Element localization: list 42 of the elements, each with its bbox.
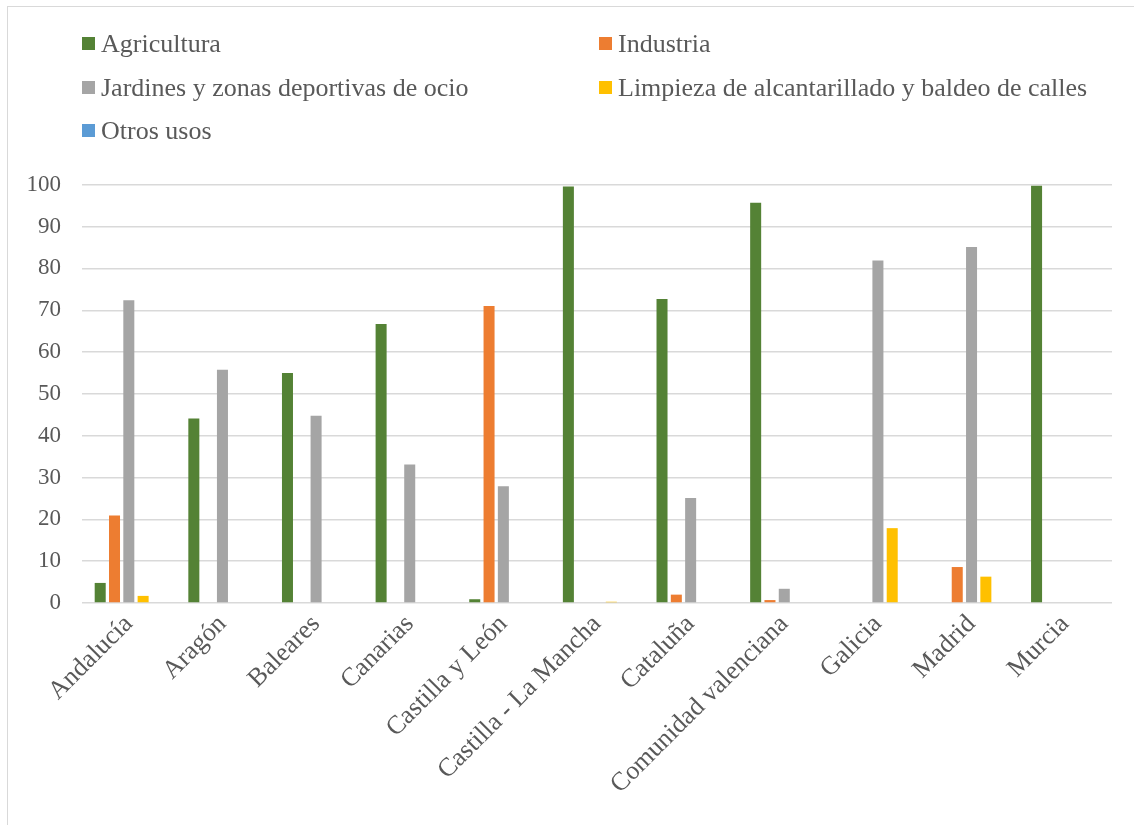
y-tick-label: 40 xyxy=(38,421,61,447)
y-tick-label: 30 xyxy=(38,463,61,489)
bar xyxy=(980,576,992,603)
y-tick-label: 80 xyxy=(38,254,61,280)
bar xyxy=(483,306,495,603)
y-tick-label: 70 xyxy=(38,296,61,322)
y-tick-label: 90 xyxy=(38,212,61,238)
bar xyxy=(216,369,228,603)
legend-label: Jardines y zonas deportivas de ocio xyxy=(101,71,469,104)
bar xyxy=(750,202,762,603)
y-tick-label: 0 xyxy=(49,589,61,615)
bar xyxy=(778,588,790,603)
y-tick-label: 20 xyxy=(38,505,61,531)
legend-label: Otros usos xyxy=(101,115,212,147)
bar xyxy=(764,600,776,603)
bar xyxy=(670,594,682,603)
bar xyxy=(188,418,200,603)
bar xyxy=(310,415,322,603)
bar xyxy=(137,595,149,603)
bar xyxy=(469,599,481,603)
legend-label: Limpieza de alcantarillado y baldeo de calles xyxy=(618,71,1088,104)
bar xyxy=(94,582,106,603)
y-tick-label: 60 xyxy=(38,338,61,364)
bar xyxy=(872,260,884,603)
bar xyxy=(1031,185,1043,603)
bar xyxy=(109,515,121,603)
bar xyxy=(404,464,416,603)
y-tick-label: 10 xyxy=(38,547,61,573)
bar xyxy=(497,486,509,603)
bar xyxy=(656,298,668,603)
y-tick-label: 50 xyxy=(38,379,61,405)
bar xyxy=(966,247,978,603)
bar xyxy=(951,567,963,603)
bar xyxy=(685,498,697,603)
bar xyxy=(123,300,135,603)
bar xyxy=(375,324,387,603)
bar xyxy=(886,528,898,603)
bar xyxy=(281,372,293,603)
legend-label: Industria xyxy=(618,28,711,60)
bar xyxy=(562,186,574,603)
y-tick-label: 100 xyxy=(26,170,61,196)
legend-label: Agricultura xyxy=(101,28,221,60)
